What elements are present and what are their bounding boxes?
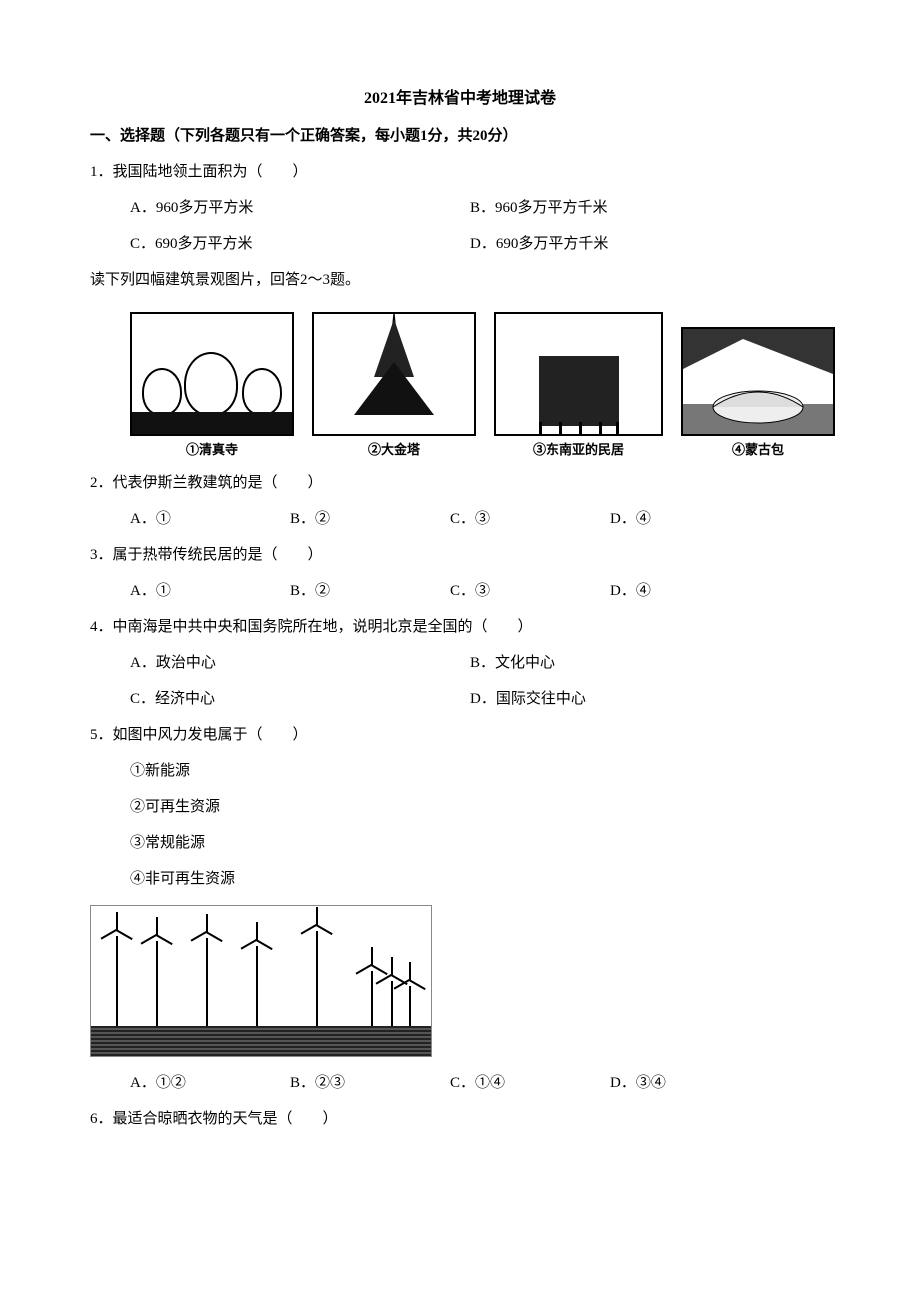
q5-item-1: ①新能源	[90, 753, 830, 789]
q1-opt-a: A．960多万平方米	[130, 190, 470, 226]
q3-opt-b: B．②	[290, 573, 450, 609]
building-images-row: ①清真寺 ②大金塔 ③东南亚的民居	[90, 312, 830, 461]
q1-options-row1: A．960多万平方米 B．960多万平方千米	[90, 190, 830, 226]
caption-4: ④蒙古包	[732, 440, 784, 461]
q1-stem: 1．我国陆地领土面积为（ ）	[90, 154, 830, 190]
exam-title: 2021年吉林省中考地理试卷	[90, 80, 830, 118]
wind-turbine-image	[90, 905, 432, 1057]
q2-options: A．① B．② C．③ D．④	[90, 501, 830, 537]
img-sea-house: ③东南亚的民居	[494, 312, 663, 461]
q5-item-4: ④非可再生资源	[90, 861, 830, 897]
img-pagoda: ②大金塔	[312, 312, 476, 461]
q5-item-2: ②可再生资源	[90, 789, 830, 825]
q2-stem: 2．代表伊斯兰教建筑的是（ ）	[90, 465, 830, 501]
q5-item-3: ③常规能源	[90, 825, 830, 861]
q5-opt-d: D．③④	[610, 1065, 770, 1101]
q1-opt-c: C．690多万平方米	[130, 226, 470, 262]
q3-stem: 3．属于热带传统民居的是（ ）	[90, 537, 830, 573]
q3-options: A．① B．② C．③ D．④	[90, 573, 830, 609]
img-yurt: ④蒙古包	[681, 327, 835, 461]
q2-opt-c: C．③	[450, 501, 610, 537]
q4-options-row2: C．经济中心 D．国际交往中心	[90, 681, 830, 717]
q5-opt-a: A．①②	[130, 1065, 290, 1101]
q4-stem: 4．中南海是中共中央和国务院所在地，说明北京是全国的（ ）	[90, 609, 830, 645]
caption-3: ③东南亚的民居	[533, 440, 624, 461]
pagoda-placeholder	[312, 312, 476, 436]
mosque-placeholder	[130, 312, 294, 436]
q2-3-intro: 读下列四幅建筑景观图片，回答2～3题。	[90, 262, 830, 298]
q4-opt-c: C．经济中心	[130, 681, 470, 717]
q4-opt-a: A．政治中心	[130, 645, 470, 681]
q3-opt-a: A．①	[130, 573, 290, 609]
q5-stem: 5．如图中风力发电属于（ ）	[90, 717, 830, 753]
q1-options-row2: C．690多万平方米 D．690多万平方千米	[90, 226, 830, 262]
q2-opt-a: A．①	[130, 501, 290, 537]
q4-opt-d: D．国际交往中心	[470, 681, 810, 717]
yurt-placeholder	[681, 327, 835, 436]
q5-options: A．①② B．②③ C．①④ D．③④	[90, 1065, 830, 1101]
q3-opt-c: C．③	[450, 573, 610, 609]
img-mosque: ①清真寺	[130, 312, 294, 461]
caption-1: ①清真寺	[186, 440, 238, 461]
q1-opt-d: D．690多万平方千米	[470, 226, 810, 262]
q1-opt-b: B．960多万平方千米	[470, 190, 810, 226]
q4-options-row1: A．政治中心 B．文化中心	[90, 645, 830, 681]
q5-opt-c: C．①④	[450, 1065, 610, 1101]
q6-stem: 6．最适合晾晒衣物的天气是（ ）	[90, 1101, 830, 1137]
sea-house-placeholder	[494, 312, 663, 436]
q2-opt-b: B．②	[290, 501, 450, 537]
caption-2: ②大金塔	[368, 440, 420, 461]
q5-opt-b: B．②③	[290, 1065, 450, 1101]
q4-opt-b: B．文化中心	[470, 645, 810, 681]
q3-opt-d: D．④	[610, 573, 770, 609]
section-1-heading: 一、选择题（下列各题只有一个正确答案，每小题1分，共20分）	[90, 118, 830, 154]
q2-opt-d: D．④	[610, 501, 770, 537]
